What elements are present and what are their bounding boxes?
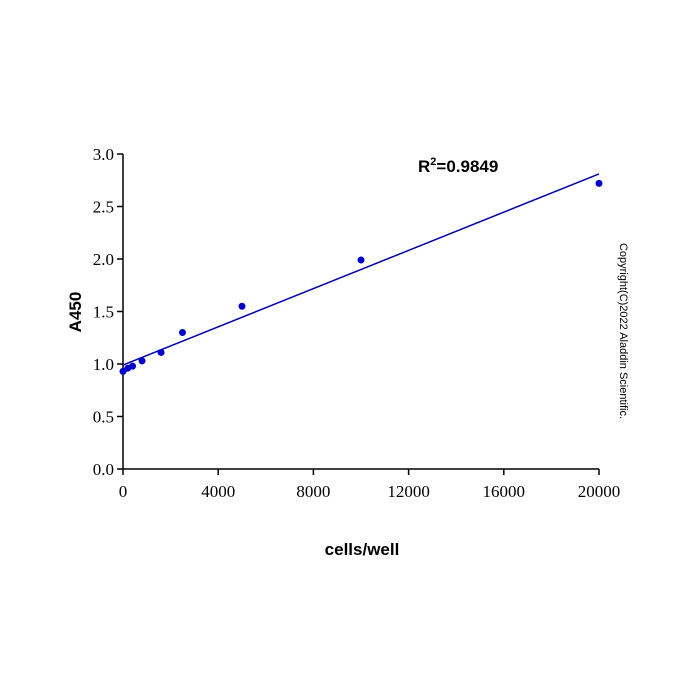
y-axis-title: A450 — [66, 292, 85, 333]
x-tick-label: 8000 — [296, 482, 330, 501]
copyright: Copyright(C)2022 Aladdin Scientific. — [617, 243, 629, 419]
x-tick-label: 0 — [119, 482, 128, 501]
point — [238, 302, 246, 310]
x-tick-label: 4000 — [201, 482, 235, 501]
annotation-rest: =0.9849 — [436, 157, 498, 176]
point — [179, 329, 186, 336]
x-axis-title: cells/well — [325, 540, 400, 559]
point — [357, 256, 365, 264]
y-tick-label: 0.5 — [93, 408, 114, 427]
annotation-base: R — [418, 157, 430, 176]
y-tick-label: 2.5 — [93, 198, 114, 217]
point — [595, 179, 603, 187]
fit-line — [122, 173, 600, 366]
y-tick-label: 1.5 — [93, 303, 114, 322]
point — [138, 357, 146, 365]
point — [157, 348, 165, 356]
x-tick-label: 20000 — [578, 482, 621, 501]
annotation: R2=0.9849 — [418, 156, 498, 176]
y-tick-label: 1.0 — [93, 355, 114, 374]
y-tick-label: 2.0 — [93, 250, 114, 269]
annotation-sup: 2 — [430, 156, 436, 168]
point — [129, 362, 137, 370]
y-tick-label: 3.0 — [93, 145, 114, 164]
y-tick-label: 0.0 — [93, 460, 114, 479]
x-tick-label: 12000 — [387, 482, 430, 501]
x-tick-label: 16000 — [483, 482, 526, 501]
